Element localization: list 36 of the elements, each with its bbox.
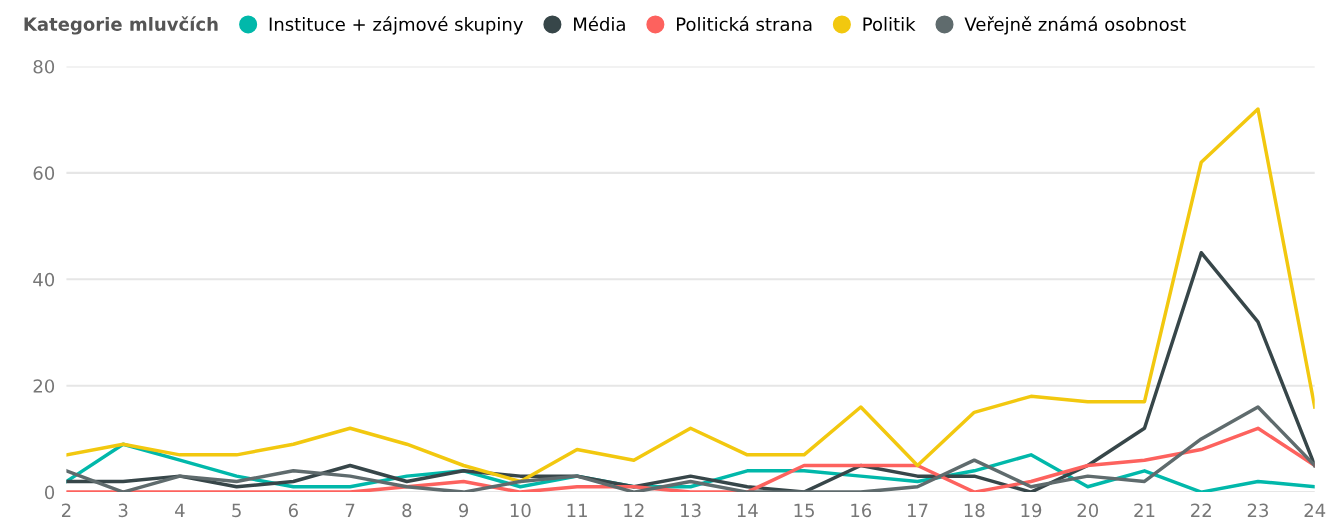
x-tick-label: 11 — [567, 503, 587, 517]
x-tick-label: 9 — [458, 503, 469, 518]
x-tick-label: 14 — [737, 503, 758, 517]
y-tick-label: 40 — [33, 272, 55, 287]
legend-label: Instituce + zájmové skupiny — [269, 16, 523, 35]
line-series — [66, 107, 1315, 484]
x-tick-label: 12 — [624, 503, 644, 517]
y-tick-label: 80 — [33, 59, 55, 74]
x-tick-label: 22 — [1191, 503, 1211, 517]
x-tick-label: 3 — [118, 503, 128, 518]
x-tick-label: 10 — [510, 503, 531, 518]
x-tick-label: 13 — [681, 503, 701, 518]
legend-title: Kategorie mluvčích — [24, 16, 218, 35]
x-tick-label: 6 — [288, 503, 298, 518]
y-tick-label: 0 — [44, 485, 55, 500]
x-tick-label: 7 — [345, 503, 355, 517]
x-tick-label: 15 — [794, 503, 814, 518]
legend-label: Média — [574, 16, 625, 32]
legend-label: Veřejně známá osobnost — [964, 16, 1186, 35]
x-tick-label: 2 — [61, 503, 71, 517]
x-tick-label: 24 — [1304, 503, 1326, 517]
y-tick-label: 60 — [33, 166, 55, 181]
x-tick-label: 19 — [1021, 503, 1042, 518]
legend-label: Politik — [863, 17, 916, 32]
line-series — [66, 405, 1315, 493]
x-tick-label: 21 — [1134, 503, 1155, 517]
x-tick-label: 5 — [232, 503, 241, 518]
x-tick-label: 20 — [1077, 503, 1099, 518]
y-tick-label: 20 — [33, 379, 55, 393]
x-tick-label: 23 — [1247, 503, 1269, 518]
x-tick-label: 18 — [964, 503, 985, 518]
x-tick-label: 16 — [851, 503, 872, 518]
x-tick-label: 4 — [175, 503, 185, 517]
legend-label: Politická strana — [677, 16, 812, 32]
x-tick-label: 17 — [908, 503, 928, 517]
x-tick-label: 8 — [402, 503, 412, 518]
